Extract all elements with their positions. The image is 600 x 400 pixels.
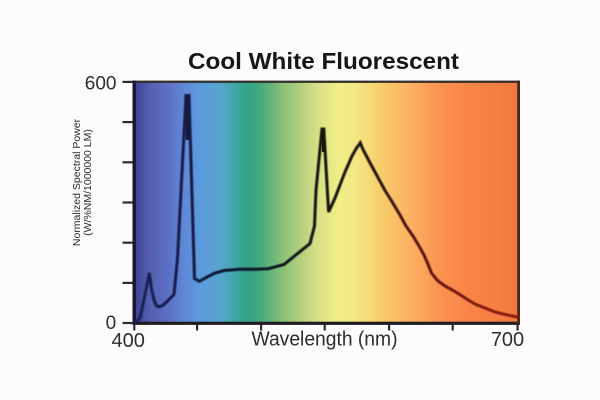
svg-text:600: 600: [85, 74, 117, 95]
svg-text:0: 0: [106, 313, 117, 334]
svg-text:(W/%NM/1000000 LM): (W/%NM/1000000 LM): [82, 129, 94, 236]
svg-text:Cool White Fluorescent: Cool White Fluorescent: [188, 48, 459, 74]
svg-text:700: 700: [491, 329, 524, 351]
svg-text:Normalized Spectral Power: Normalized Spectral Power: [71, 118, 83, 246]
svg-text:400: 400: [112, 330, 145, 352]
svg-text:Wavelength (nm): Wavelength (nm): [252, 329, 398, 351]
